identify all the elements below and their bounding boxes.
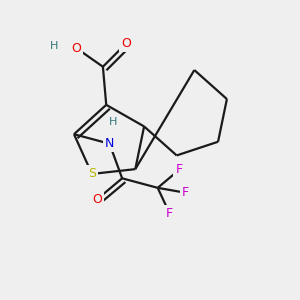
Text: S: S	[88, 167, 96, 180]
Text: O: O	[92, 193, 102, 206]
Text: N: N	[105, 137, 114, 150]
Text: O: O	[121, 37, 131, 50]
Text: H: H	[109, 117, 118, 127]
Text: F: F	[176, 164, 183, 176]
Text: F: F	[182, 186, 189, 199]
Text: H: H	[50, 41, 58, 51]
Text: F: F	[166, 207, 173, 220]
Text: O: O	[71, 42, 81, 55]
